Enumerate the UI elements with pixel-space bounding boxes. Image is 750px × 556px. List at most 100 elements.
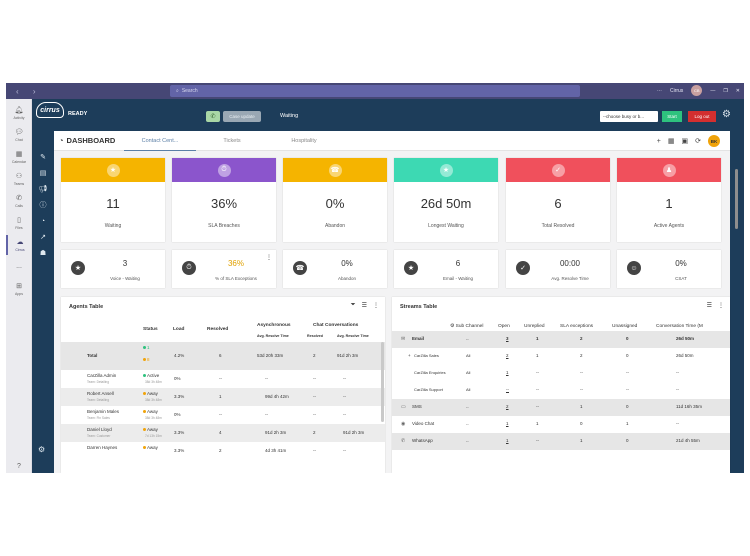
col-resolved[interactable]: Resolved xyxy=(207,327,229,332)
table-row[interactable]: Benjamin Males Team: Fin Sales Away 38d 3h … xyxy=(61,406,385,424)
busy-select[interactable]: --choose busy or b... xyxy=(600,111,658,122)
stream-name[interactable]: SMS xyxy=(412,404,422,409)
filter-icon[interactable]: ⏷ xyxy=(350,302,356,308)
table-row[interactable]: + CarZilla Sales All 2 1 2 0 26d 50m xyxy=(392,348,730,365)
stream-name[interactable]: CarZilla Enquiries xyxy=(414,370,446,375)
table-row[interactable]: Darren Haynes Away 3.3% 2 4d 3h 41m -- -- xyxy=(61,442,385,460)
table-row[interactable]: ◉ Video Chat -- 1 1 0 1 -- xyxy=(392,416,730,433)
col-chat-avg-resolve[interactable]: Avg. Resolve Time xyxy=(337,334,369,338)
more-vertical-icon[interactable]: ⋮ xyxy=(373,303,379,309)
close-icon[interactable]: ✕ xyxy=(735,87,740,94)
more-vertical-icon[interactable]: ⋮ xyxy=(718,303,724,309)
maximize-icon[interactable]: ❐ xyxy=(723,87,728,94)
start-button[interactable]: Start xyxy=(662,111,682,122)
col-status[interactable]: Status xyxy=(143,327,158,332)
dashboard-icon[interactable]: ◔ xyxy=(40,217,46,225)
help-button[interactable]: ? xyxy=(6,457,32,473)
table-row[interactable]: ✉ Email -- 3 1 2 0 26d 50m xyxy=(392,331,730,348)
agent-name[interactable]: Robert Ansell xyxy=(87,391,114,396)
stream-open[interactable]: 1 xyxy=(506,370,509,375)
sidebar-gear-icon[interactable]: ⚙ xyxy=(38,445,46,454)
stream-open[interactable]: -- xyxy=(506,387,509,392)
add-icon[interactable]: + xyxy=(656,137,661,145)
settings-gear-icon[interactable]: ⚙ xyxy=(722,109,731,120)
phone-button[interactable]: ✆ xyxy=(206,111,220,122)
rail-item-teams[interactable]: ⚇ Teams xyxy=(6,169,32,189)
stream-unassigned: -- xyxy=(626,387,629,392)
agent-name[interactable]: Daniel Lloyd xyxy=(87,427,112,432)
col-async-avg-resolve[interactable]: Avg. Resolve Time xyxy=(257,334,289,338)
col-chat-conversations[interactable]: Chat Conversations xyxy=(313,323,359,328)
nav-arrows-icon[interactable]: ‹ › xyxy=(16,86,42,96)
status-since: 38d 3h 48m xyxy=(145,398,162,402)
stream-open[interactable]: 1 xyxy=(506,438,509,443)
logout-button[interactable]: Log out xyxy=(688,111,716,122)
rail-item-more[interactable]: ... xyxy=(6,257,32,277)
table-row[interactable]: Robert Ansell Team: Detailing Away 38d 3h 4… xyxy=(61,388,385,406)
case-update-button[interactable]: Case update xyxy=(223,111,261,122)
table-row[interactable]: Daniel Lloyd Team: Customer Away 7d 13h 15m… xyxy=(61,424,385,442)
stream-sla: -- xyxy=(580,370,583,375)
rail-item-apps[interactable]: ⊞ Apps xyxy=(6,279,32,299)
trend-icon[interactable]: ↗ xyxy=(40,234,46,241)
stream-name[interactable]: Email xyxy=(412,336,425,341)
col-asynchronous[interactable]: Asynchronous xyxy=(257,323,291,328)
rail-item-activity[interactable]: 🔔︎ Activity xyxy=(6,103,32,123)
col-sla-exceptions[interactable]: SLA exceptions xyxy=(560,324,594,329)
stream-name[interactable]: CarZilla Sales xyxy=(414,353,439,358)
more-vertical-icon[interactable]: ⋮ xyxy=(266,255,272,261)
col-chat-resolved[interactable]: Resolved xyxy=(307,334,323,338)
refresh-icon[interactable]: ⟳ xyxy=(695,138,701,145)
table-row[interactable]: ✆ WhatsApp -- 1 -- 1 0 21d 4h 55m xyxy=(392,433,730,450)
user-avatar[interactable]: BK xyxy=(708,135,720,147)
tab-hospitality[interactable]: Hospitality xyxy=(291,138,317,144)
info-icon[interactable]: ⓘ xyxy=(39,202,47,209)
col-unassigned[interactable]: Unassigned xyxy=(612,324,638,329)
megaphone-icon[interactable]: 📢︎ xyxy=(38,186,48,193)
page-scrollbar[interactable] xyxy=(735,169,738,229)
rail-item-calls[interactable]: ✆ Calls xyxy=(6,191,32,211)
col-open[interactable]: Open xyxy=(498,324,510,329)
col-load[interactable]: Load xyxy=(173,327,185,332)
columns-icon[interactable]: ☰ xyxy=(706,303,712,309)
call-state: Waiting xyxy=(280,113,299,119)
minimize-icon[interactable]: — xyxy=(710,87,716,94)
grid-icon[interactable]: ▦ xyxy=(667,138,675,145)
expand-icon[interactable]: + xyxy=(408,353,411,358)
stream-open[interactable]: 1 xyxy=(506,421,509,426)
calendar-icon[interactable]: ▣ xyxy=(681,138,689,145)
tab-tickets[interactable]: Tickets xyxy=(223,138,241,144)
agents-scrollbar[interactable] xyxy=(381,342,384,422)
table-row[interactable]: CarZilla Enquiries All 1 -- -- -- -- xyxy=(392,365,730,382)
rail-label: Activity xyxy=(13,115,25,120)
more-icon[interactable]: ··· xyxy=(656,87,662,94)
table-row[interactable]: CarZilla Support All -- -- -- -- -- xyxy=(392,382,730,399)
tab-contact-centre[interactable]: Contact Cent... xyxy=(124,131,196,151)
agent-name[interactable]: CarZilla Admin xyxy=(87,373,117,378)
team-icon[interactable]: ☗ xyxy=(39,250,47,257)
agent-name[interactable]: Benjamin Males xyxy=(87,409,120,414)
search-input[interactable]: ⌕ Search xyxy=(170,85,580,97)
rail-item-calendar[interactable]: ▦ Calendar xyxy=(6,147,32,167)
stream-name[interactable]: WhatsApp xyxy=(412,438,433,443)
stream-open[interactable]: 2 xyxy=(506,353,509,358)
stream-name[interactable]: Video Chat xyxy=(412,421,435,426)
stream-open[interactable]: 3 xyxy=(506,336,509,341)
stream-open[interactable]: 2 xyxy=(506,404,509,409)
col-unreplied[interactable]: Unreplied xyxy=(524,324,545,329)
col-sub-channel[interactable]: ⚙ Sub Channel xyxy=(450,324,483,329)
sms-icon: ▭ xyxy=(401,404,406,410)
columns-icon[interactable]: ☰ xyxy=(361,303,367,309)
table-row[interactable]: ▭ SMS -- 2 -- 1 0 11d 16h 35m xyxy=(392,399,730,416)
avatar[interactable]: CB xyxy=(691,85,703,96)
rail-item-cirrus[interactable]: ☁ Cirrus xyxy=(6,235,32,255)
stream-name[interactable]: CarZilla Support xyxy=(414,387,443,392)
rail-item-files[interactable]: ▯ Files xyxy=(6,213,32,233)
col-conversation-time[interactable]: Conversation Time (M xyxy=(656,324,703,329)
pencil-icon[interactable]: ✎ xyxy=(40,154,46,161)
table-row[interactable]: CarZilla Admin Team: Detailing Active 38d 3… xyxy=(61,370,385,388)
agent-name[interactable]: Darren Haynes xyxy=(87,445,118,450)
teams-icon: ⚇ xyxy=(15,172,23,180)
message-icon[interactable]: ▤ xyxy=(39,170,47,177)
rail-item-chat[interactable]: 💬︎ Chat xyxy=(6,125,32,145)
